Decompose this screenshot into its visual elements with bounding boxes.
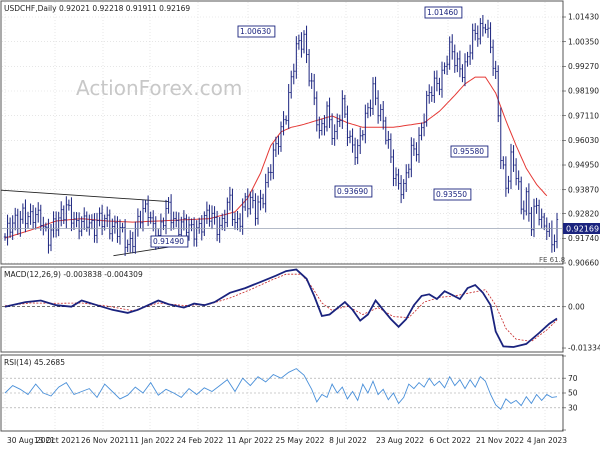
price-tick-label: 0.90660 xyxy=(568,259,599,268)
price-tick-label: 0.98190 xyxy=(568,87,599,96)
trendlines xyxy=(0,189,169,257)
time-tick-label: 23 Aug 2022 xyxy=(376,436,424,445)
price-panel-frame xyxy=(0,0,564,265)
current-price-label: 0.92169 xyxy=(566,224,599,233)
price-axis: 1.01430 1.00350 0.99270 0.98190 0.97110 0.960… xyxy=(562,13,599,268)
macd-panel-frame xyxy=(0,266,564,353)
macd-axis: 0.00 -0.01334 xyxy=(562,302,600,353)
upper-trendline xyxy=(0,189,169,203)
rsi-tick-label: 30 xyxy=(568,404,578,413)
price-tick-label: 0.99270 xyxy=(568,62,599,71)
price-annotation-label: 0.95580 xyxy=(453,147,484,156)
lower-trendline xyxy=(113,246,169,257)
price-annotation-box xyxy=(334,185,373,198)
watermark: ActionForex.com xyxy=(76,76,242,100)
price-annotations: 1.01460 1.00630 0.95580 0.93690 0.93550 0.914… xyxy=(150,6,489,248)
price-annotation-label: 0.93550 xyxy=(436,190,467,199)
time-tick-label: 26 Nov 2021 xyxy=(81,436,129,445)
price-tick-label: 0.96030 xyxy=(568,136,599,145)
rsi-tick-label: 50 xyxy=(568,389,578,398)
time-tick-label: 24 Feb 2022 xyxy=(177,436,224,445)
time-tick-label: 21 Nov 2022 xyxy=(476,436,524,445)
price-tick-label: 0.97110 xyxy=(568,111,599,120)
price-annotation-box xyxy=(150,235,189,248)
price-annotation-box xyxy=(237,25,276,38)
price-tick-label: 0.91740 xyxy=(568,234,599,243)
macd-tick-label: 0.00 xyxy=(568,302,585,311)
rsi-line xyxy=(4,368,558,411)
price-tick-label: 1.01430 xyxy=(568,13,599,22)
price-tick-label: 1.00350 xyxy=(568,37,599,46)
time-tick-label: 11 Apr 2022 xyxy=(227,436,274,445)
price-annotation-label: 1.01460 xyxy=(427,8,458,17)
current-price-tag xyxy=(563,223,600,234)
time-tick-label: 8 Jul 2022 xyxy=(329,436,367,445)
time-tick-label: 30 Aug 2021 xyxy=(7,436,55,445)
price-annotation-box xyxy=(424,6,463,19)
price-annotation-box xyxy=(433,188,472,201)
price-tick-label: 0.94950 xyxy=(568,161,599,170)
macd-tick-label: -0.01334 xyxy=(568,344,600,353)
price-annotation-label: 0.91490 xyxy=(153,237,184,246)
time-tick-label: 6 Oct 2022 xyxy=(429,436,471,445)
time-tick-label: 11 Jan 2022 xyxy=(130,436,175,445)
price-tick-label: 0.92820 xyxy=(568,209,599,218)
price-tick-label: 0.93870 xyxy=(568,185,599,194)
rsi-axis: 70 50 30 xyxy=(562,355,578,431)
price-annotation-label: 0.93690 xyxy=(337,187,368,196)
price-panel-title: USDCHF,Daily 0.92021 0.92218 0.91911 0.9… xyxy=(4,4,190,13)
rsi-tick-label: 70 xyxy=(568,374,578,383)
time-tick-label: 25 May 2022 xyxy=(276,436,325,445)
macd-main-line xyxy=(4,268,558,348)
price-bars xyxy=(3,14,559,256)
macd-panel-title: MACD(12,26,9) -0.003838 -0.004309 xyxy=(4,270,143,279)
price-annotation-box xyxy=(450,145,489,158)
time-tick-label: 13 Oct 2021 xyxy=(34,436,81,445)
price-annotation-label: 1.00630 xyxy=(240,27,271,36)
fe-label: FE 61.8 xyxy=(539,256,565,264)
rsi-panel-title: RSI(14) 45.2685 xyxy=(4,358,65,367)
rsi-levels xyxy=(2,377,562,409)
time-tick-label: 4 Jan 2023 xyxy=(527,436,567,445)
